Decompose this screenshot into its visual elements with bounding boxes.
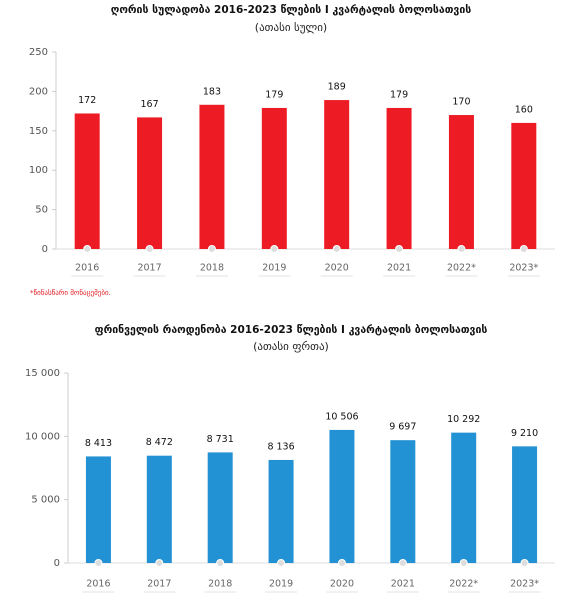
x-tick-label: 2018 [208,579,232,590]
axis-dot [155,559,164,567]
x-tick-label: 2020 [325,263,349,274]
bar [85,456,111,563]
chart-title: ღორის სულადობა 2016-2023 წლების I კვარტა… [111,4,471,16]
value-label: 8 136 [267,441,294,452]
x-tick-label: 2019 [269,579,293,590]
axis-dot [277,559,286,567]
axis-dot [457,245,466,253]
bar [268,459,294,563]
chart-subtitle: (ათასი სული) [255,21,327,34]
axis-dot [207,245,216,253]
x-tick-label: 2016 [86,579,110,590]
x-tick-label: 2021 [387,263,411,274]
value-label: 9 697 [389,422,416,433]
chart-subtitle: (ათასი ფრთა) [253,340,329,353]
y-tick-label: 0 [42,244,48,255]
value-label: 8 413 [85,438,112,449]
axis-dot [94,559,103,567]
value-label: 8 731 [207,434,234,445]
value-label: 179 [390,89,408,100]
value-label: 189 [328,82,346,93]
footnote: *წინასწარი მონაცემები. [30,288,111,297]
y-tick-label: 100 [29,165,48,176]
axis-dot [145,245,154,253]
axis-dot [395,245,404,253]
axis-dot [519,245,528,253]
chart-title: ფრინველის რაოდენობა 2016-2023 წლების I კ… [95,324,488,336]
bar [386,107,412,249]
y-tick-label: 250 [29,47,48,58]
value-label: 170 [452,97,470,108]
value-label: 172 [78,95,96,106]
x-tick-label: 2023* [510,579,539,590]
bar [324,100,350,250]
bar [512,446,538,563]
bar [451,432,477,563]
axis-dot [337,559,346,567]
x-tick-label: 2022* [449,579,478,590]
value-label: 160 [515,104,533,115]
bar [511,122,537,249]
axis-dot [520,559,529,567]
y-tick-label: 5 000 [31,495,60,506]
x-tick-label: 2023* [509,263,538,274]
value-label: 183 [203,86,221,97]
value-label: 9 210 [511,428,538,439]
value-label: 167 [140,99,158,110]
x-tick-label: 2017 [147,579,171,590]
axis-dot [216,559,225,567]
bar [74,113,100,250]
y-tick-label: 200 [29,86,48,97]
bar [199,104,225,250]
x-tick-label: 2020 [330,579,354,590]
y-tick-label: 150 [29,126,48,137]
y-tick-label: 50 [35,205,48,216]
y-tick-label: 10 000 [25,431,60,442]
bar [207,452,233,563]
axis-dot [459,559,468,567]
value-label: 10 292 [447,414,480,425]
bar [329,429,355,563]
value-label: 179 [265,89,283,100]
axis-dot [270,245,279,253]
bar [448,115,474,249]
axis-dot [332,245,341,253]
value-label: 10 506 [325,411,358,422]
x-tick-label: 2017 [137,263,161,274]
x-tick-label: 2021 [391,579,415,590]
bar [390,440,416,563]
x-tick-label: 2022* [447,263,476,274]
x-tick-label: 2019 [262,263,286,274]
x-tick-label: 2016 [75,263,99,274]
y-tick-label: 0 [54,558,60,569]
bar [261,107,287,249]
bar [137,117,163,250]
y-tick-label: 15 000 [25,368,60,379]
bar [146,455,172,563]
x-tick-label: 2018 [200,263,224,274]
axis-dot [398,559,407,567]
value-label: 8 472 [146,437,173,448]
axis-dot [83,245,92,253]
